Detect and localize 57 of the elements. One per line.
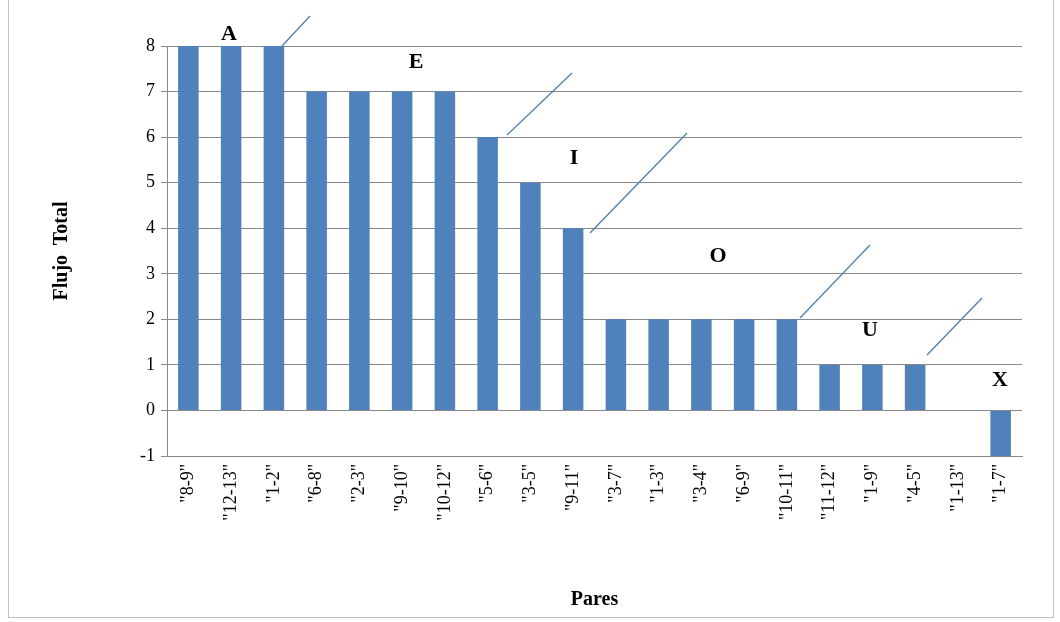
y-tick-label: 5 <box>146 171 155 192</box>
y-tick-label: -1 <box>140 444 155 465</box>
x-tick-label: "9-11" <box>561 464 582 512</box>
bar <box>562 228 584 410</box>
bar <box>819 364 840 410</box>
y-tick-label: 4 <box>146 216 155 237</box>
x-tick-label: "10-12" <box>433 464 454 521</box>
x-tick-label: "3-4" <box>690 464 711 503</box>
x-tick-label: "6-8" <box>305 464 326 503</box>
x-tick-label: "6-9" <box>732 464 753 503</box>
x-tick-label: "1-9" <box>861 464 882 503</box>
y-tick-label: 1 <box>146 353 155 374</box>
bar <box>434 91 456 410</box>
annotation: O <box>709 241 727 267</box>
bar <box>605 319 627 410</box>
bar <box>862 364 883 410</box>
bar <box>990 410 1011 456</box>
x-tick-label: "12-13" <box>219 464 240 521</box>
bar <box>904 364 926 410</box>
x-tick-label: "3-7" <box>604 464 625 503</box>
bar <box>220 46 242 410</box>
annotation: E <box>408 47 424 73</box>
x-axis-title: Pares <box>570 587 619 610</box>
y-tick-label: 3 <box>146 262 155 283</box>
bar <box>733 319 755 410</box>
bar <box>691 319 712 410</box>
bar <box>520 182 541 410</box>
y-tick-label: 7 <box>146 80 155 101</box>
x-tick-label: "11-12" <box>818 464 839 521</box>
annotation: U <box>862 315 879 341</box>
annotation: X <box>992 365 1009 391</box>
bar <box>648 319 669 410</box>
text: A <box>221 19 238 45</box>
x-tick-label: "3-5" <box>519 464 540 503</box>
x-tick-label: "1-3" <box>647 464 668 503</box>
bar <box>306 91 327 410</box>
annotation: I <box>569 143 579 169</box>
x-tick-label: "10-11" <box>775 464 796 521</box>
bar <box>391 91 413 410</box>
y-tick-label: 2 <box>146 308 155 329</box>
y-tick-label: 8 <box>146 34 155 55</box>
x-tick-label: "8-9" <box>177 464 198 503</box>
x-tick-label: "2-3" <box>348 464 369 503</box>
x-tick-label: "1-2" <box>262 464 283 503</box>
x-tick-label: "9-10" <box>390 464 411 512</box>
bar <box>776 319 798 410</box>
bar <box>263 46 285 410</box>
bar <box>477 137 498 410</box>
y-axis-title: Flujo Total <box>49 201 73 301</box>
bar <box>349 91 370 410</box>
y-tick-label: 0 <box>146 399 155 420</box>
bar <box>178 46 199 410</box>
x-tick-label: "5-6" <box>476 464 497 503</box>
x-tick-label: "4-5" <box>903 464 924 503</box>
y-tick-label: 6 <box>146 125 155 146</box>
x-tick-label: "1-7" <box>989 464 1010 503</box>
x-tick-label: "1-13" <box>946 464 967 512</box>
